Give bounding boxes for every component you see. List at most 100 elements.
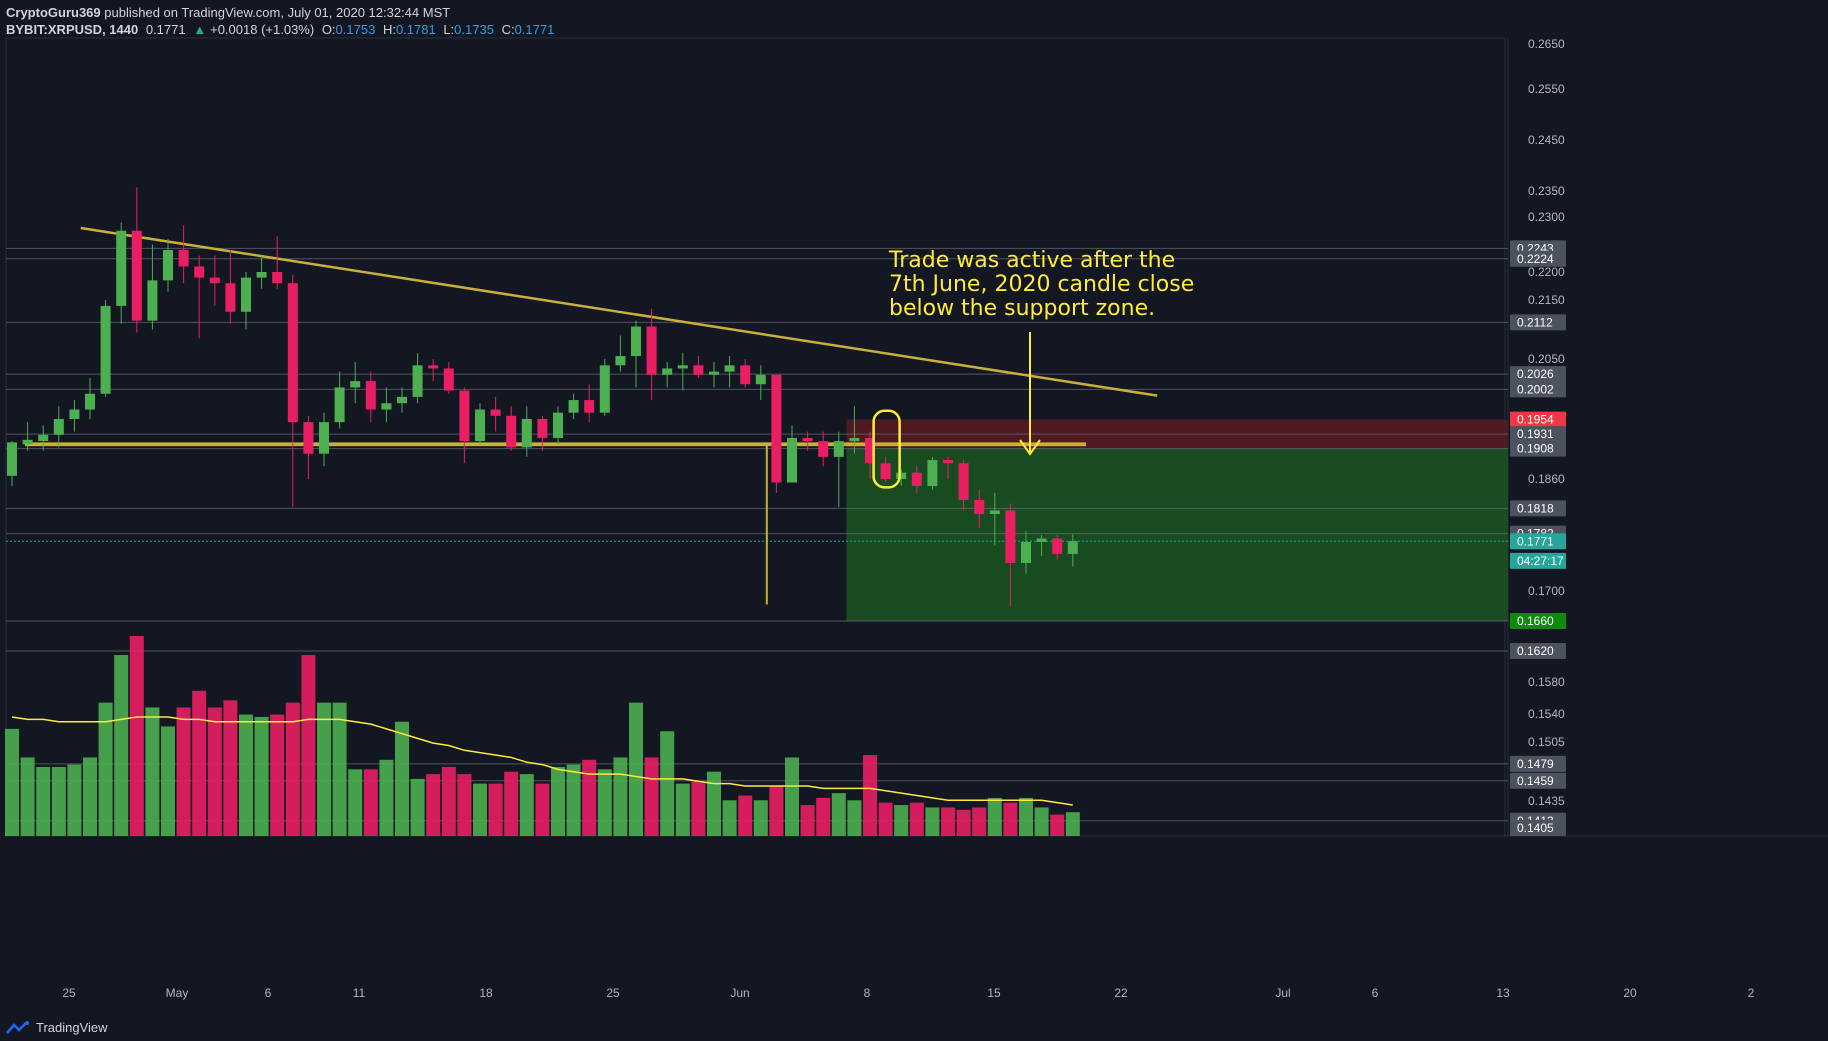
y-tick-label: 0.2550 bbox=[1528, 82, 1565, 96]
candle-body bbox=[771, 374, 782, 483]
y-tick-label: 0.2450 bbox=[1528, 133, 1565, 147]
candle-body bbox=[334, 387, 345, 423]
price-label: 0.2026 bbox=[1517, 367, 1554, 381]
price-change: +0.0018 (+1.03%) bbox=[210, 22, 315, 37]
y-tick-label: 0.2050 bbox=[1528, 352, 1565, 366]
volume-bar bbox=[863, 755, 877, 836]
volume-bar bbox=[473, 783, 487, 836]
volume-bar bbox=[644, 757, 659, 836]
candle-body bbox=[7, 442, 17, 476]
volume-bar bbox=[769, 786, 784, 836]
candle-body bbox=[1005, 510, 1016, 563]
x-tick-label: 25 bbox=[606, 986, 620, 1000]
candle-body bbox=[85, 393, 95, 410]
volume-bar bbox=[519, 774, 534, 836]
tradingview-brand[interactable]: TradingView bbox=[36, 1020, 108, 1035]
volume-bar bbox=[956, 809, 971, 836]
candle-body bbox=[178, 250, 189, 267]
price-label: 0.1954 bbox=[1517, 413, 1554, 427]
candle-body bbox=[490, 409, 501, 416]
x-tick-label: 25 bbox=[62, 986, 76, 1000]
volume-bar bbox=[847, 800, 862, 836]
volume-bar bbox=[597, 769, 612, 836]
volume-bar bbox=[800, 805, 815, 836]
symbol-label[interactable]: BYBIT:XRPUSD, 1440 bbox=[6, 22, 139, 37]
volume-bar bbox=[504, 771, 519, 836]
price-label: 0.2002 bbox=[1517, 382, 1554, 396]
chart-header: CryptoGuru369 published on TradingView.c… bbox=[6, 4, 558, 38]
annotation-line: Trade was active after the bbox=[888, 248, 1175, 273]
x-tick-label: 11 bbox=[353, 986, 366, 1000]
x-tick-label: 13 bbox=[1496, 986, 1510, 1000]
candle-body bbox=[896, 472, 907, 479]
y-tick-label: 0.2650 bbox=[1528, 37, 1565, 51]
candle-body bbox=[865, 437, 875, 464]
candle-body bbox=[553, 412, 563, 438]
price-label-bg bbox=[1510, 440, 1566, 457]
candle-body bbox=[1052, 538, 1063, 554]
x-tick-label: 22 bbox=[1114, 986, 1128, 1000]
volume-bar bbox=[51, 766, 66, 836]
price-label-bg bbox=[1510, 533, 1566, 550]
volume-bar bbox=[1003, 802, 1018, 836]
x-tick-label: 20 bbox=[1623, 986, 1637, 1000]
volume-bar bbox=[1034, 807, 1049, 836]
take-profit-zone bbox=[846, 448, 1508, 621]
annotation-line: below the support zone. bbox=[889, 296, 1155, 321]
candle-body bbox=[100, 305, 111, 394]
volume-bar bbox=[613, 757, 628, 836]
volume-bar bbox=[972, 807, 987, 836]
volume-bar bbox=[83, 757, 97, 836]
y-tick-label: 0.2200 bbox=[1528, 265, 1565, 279]
author-name[interactable]: CryptoGuru369 bbox=[6, 5, 101, 20]
volume-bar bbox=[192, 690, 207, 836]
tradingview-logo-icon[interactable] bbox=[6, 1020, 30, 1035]
x-tick-label: Jun bbox=[730, 986, 749, 1000]
candle-body bbox=[521, 419, 532, 448]
candle-body bbox=[365, 381, 376, 410]
candle-body bbox=[974, 500, 985, 514]
low-label: L: bbox=[443, 22, 455, 37]
candle-body bbox=[428, 365, 439, 369]
arrow-head-icon bbox=[1019, 439, 1041, 456]
volume-bar bbox=[20, 757, 35, 836]
volume-bar bbox=[691, 781, 706, 836]
candle-body bbox=[412, 365, 423, 397]
volume-bar bbox=[270, 714, 285, 836]
price-label-bg bbox=[1510, 314, 1566, 331]
candle-body bbox=[256, 272, 267, 278]
candle-body bbox=[693, 365, 704, 375]
high-value: 0.1781 bbox=[395, 22, 436, 37]
candle-body bbox=[147, 280, 158, 321]
annotation-line: 7th June, 2020 candle close bbox=[889, 272, 1194, 297]
highlight-oval bbox=[872, 409, 901, 489]
volume-bar bbox=[67, 764, 82, 836]
volume-bar bbox=[785, 757, 799, 836]
last-price: 0.1771 bbox=[145, 22, 186, 37]
volume-bar bbox=[831, 793, 846, 836]
price-label: 0.1479 bbox=[1517, 757, 1554, 771]
volume-bar bbox=[129, 636, 144, 836]
volume-bar bbox=[410, 778, 425, 836]
volume-bar bbox=[114, 655, 129, 836]
candle-body bbox=[459, 390, 470, 442]
support-line bbox=[25, 442, 1086, 447]
candle-body bbox=[677, 365, 688, 369]
price-label-bg bbox=[1510, 772, 1566, 789]
high-label: H: bbox=[382, 22, 396, 37]
candle-body bbox=[194, 266, 205, 278]
candle-body bbox=[615, 356, 626, 366]
candle-body bbox=[631, 326, 641, 357]
volume-bar bbox=[753, 800, 768, 836]
volume-bar bbox=[1065, 812, 1080, 836]
candle-body bbox=[787, 437, 797, 483]
candle-body bbox=[818, 441, 829, 457]
price-label-bg bbox=[1510, 366, 1566, 383]
candle-body bbox=[1067, 541, 1078, 554]
candle-body bbox=[989, 510, 1000, 514]
candle-body bbox=[116, 230, 127, 306]
volume-bar bbox=[660, 731, 675, 836]
candle-body bbox=[724, 365, 735, 372]
candle-body bbox=[381, 403, 392, 410]
